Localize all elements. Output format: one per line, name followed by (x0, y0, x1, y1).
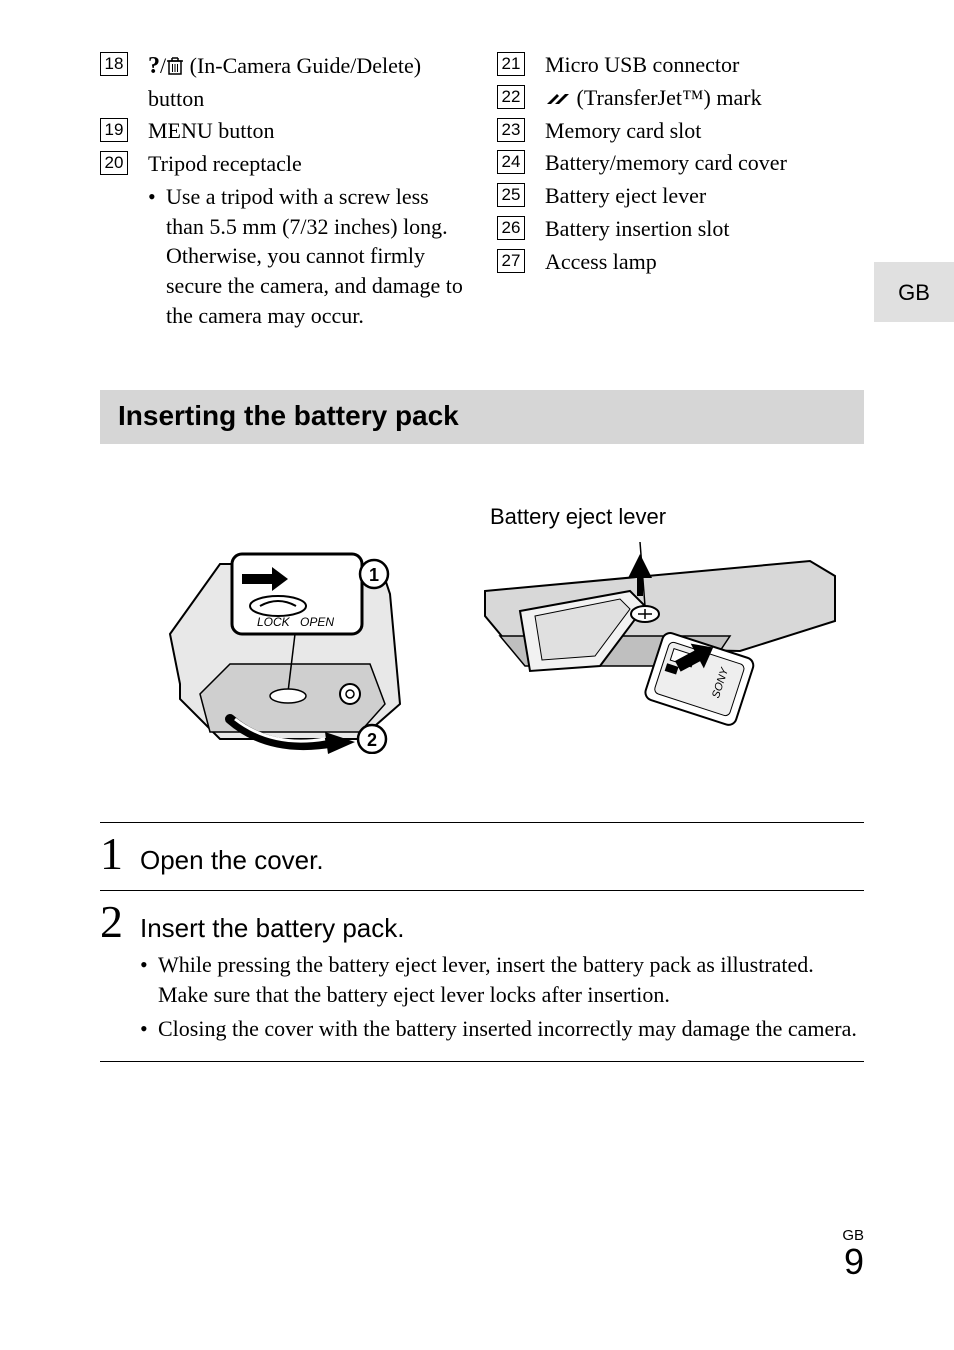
page-footer: GB 9 (842, 1227, 864, 1280)
part-text: (In-Camera Guide/Delete) button (148, 53, 421, 111)
part-number-box: 20 (100, 151, 128, 175)
part-number-box: 23 (497, 118, 525, 142)
parts-list-right: 21 Micro USB connector 22 (TransferJet™)… (497, 50, 864, 278)
part-text: Battery eject lever (545, 183, 706, 208)
right-column: 21 Micro USB connector 22 (TransferJet™)… (497, 50, 864, 332)
step-body: Insert the battery pack. While pressing … (140, 909, 864, 1047)
part-number-box: 18 (100, 52, 128, 76)
figure-open-cover: LOCK OPEN 1 2 (160, 504, 420, 754)
part-item: 20 Tripod receptacle Use a tripod with a… (100, 149, 467, 330)
figures-row: LOCK OPEN 1 2 Bat (100, 504, 864, 754)
part-sub-bullets: Use a tripod with a screw less than 5.5 … (148, 182, 467, 330)
part-text: (TransferJet™) mark (571, 85, 762, 110)
part-number-box: 19 (100, 118, 128, 142)
part-item: 27 Access lamp (497, 247, 864, 278)
sub-bullet-item: Use a tripod with a screw less than 5.5 … (166, 182, 467, 330)
left-column: 18 ?/ (In-Camera Guide/Delete) button 19… (100, 50, 467, 332)
part-item: 19 MENU button (100, 116, 467, 147)
part-text: Tripod receptacle (148, 151, 302, 176)
step-title: Insert the battery pack. (140, 913, 864, 944)
step-bullet-item: While pressing the battery eject lever, … (158, 950, 864, 1009)
step-row: 1 Open the cover. (100, 823, 864, 890)
part-number-box: 25 (497, 183, 525, 207)
part-number-box: 26 (497, 216, 525, 240)
part-text: Memory card slot (545, 118, 701, 143)
transferjet-icon (545, 85, 571, 110)
part-text: Micro USB connector (545, 52, 739, 77)
part-item: 22 (TransferJet™) mark (497, 83, 864, 114)
part-item: 24 Battery/memory card cover (497, 148, 864, 179)
figure-eject-lever-group: Battery eject lever (480, 504, 840, 746)
open-label: OPEN (300, 615, 334, 629)
step-bullets: While pressing the battery eject lever, … (140, 950, 864, 1043)
part-text: Battery insertion slot (545, 216, 730, 241)
part-item: 18 ?/ (In-Camera Guide/Delete) button (100, 50, 467, 114)
part-number-box: 21 (497, 52, 525, 76)
step-number: 1 (100, 827, 140, 880)
step-number: 2 (100, 895, 140, 948)
step-title: Open the cover. (140, 845, 864, 876)
divider (100, 1061, 864, 1062)
step-row: 2 Insert the battery pack. While pressin… (100, 891, 864, 1057)
part-number-box: 27 (497, 249, 525, 273)
svg-text:2: 2 (367, 730, 377, 750)
language-tab: GB (874, 262, 954, 322)
figure-label: Battery eject lever (490, 504, 840, 530)
page-content: 18 ?/ (In-Camera Guide/Delete) button 19… (0, 0, 954, 1062)
part-item: 23 Memory card slot (497, 116, 864, 147)
parts-list-columns: 18 ?/ (In-Camera Guide/Delete) button 19… (100, 50, 864, 332)
part-item: 26 Battery insertion slot (497, 214, 864, 245)
part-text: Access lamp (545, 249, 657, 274)
language-code: GB (898, 280, 930, 305)
figure-insert-battery: SONY (480, 536, 840, 746)
trash-icon (166, 53, 184, 78)
page-number: 9 (842, 1244, 864, 1280)
step-body: Open the cover. (140, 841, 864, 876)
part-number-box: 22 (497, 85, 525, 109)
part-text: Battery/memory card cover (545, 150, 787, 175)
section-header: Inserting the battery pack (100, 390, 864, 444)
question-icon: ? (148, 53, 160, 79)
part-item: 25 Battery eject lever (497, 181, 864, 212)
part-number-box: 24 (497, 150, 525, 174)
step-bullet-item: Closing the cover with the battery inser… (158, 1014, 864, 1044)
svg-text:1: 1 (369, 565, 379, 585)
section-title: Inserting the battery pack (118, 400, 459, 431)
parts-list-left: 18 ?/ (In-Camera Guide/Delete) button 19… (100, 50, 467, 330)
part-text: MENU button (148, 118, 275, 143)
part-item: 21 Micro USB connector (497, 50, 864, 81)
lock-label: LOCK (257, 615, 291, 629)
